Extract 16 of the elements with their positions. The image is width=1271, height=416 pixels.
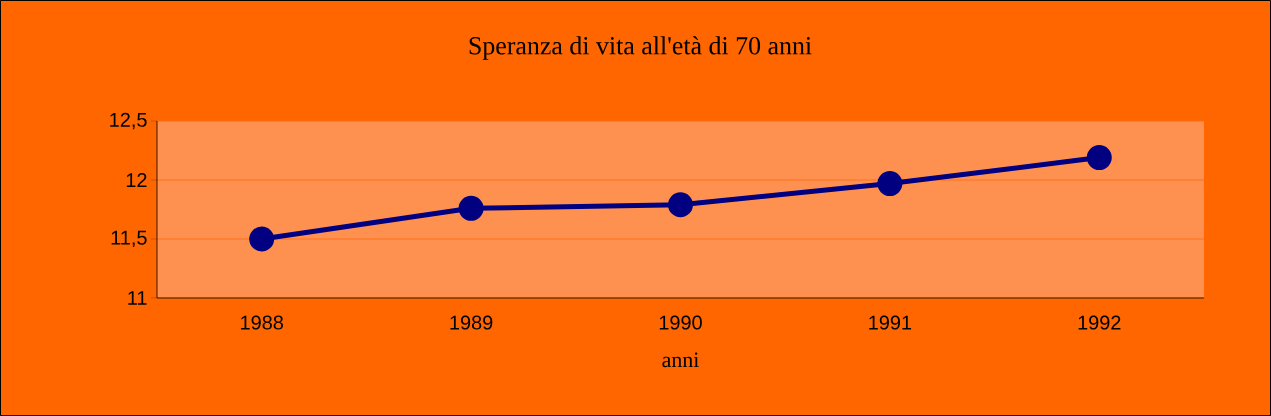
chart-title: Speranza di vita all'età di 70 anni	[469, 36, 812, 60]
point	[877, 171, 903, 197]
point	[249, 226, 275, 252]
point	[1086, 145, 1112, 171]
y-tick-label: 12,5	[110, 112, 147, 130]
x-tick-label: 1988	[241, 315, 283, 330]
x-tick-label: 1990	[659, 315, 702, 330]
x-tick-label: 1989	[450, 315, 493, 330]
y-tick-label: 11	[128, 291, 147, 305]
y-tick-label: 12	[126, 173, 147, 187]
x-axis-title: anni	[662, 352, 699, 368]
x-tick-label: 1992	[1078, 315, 1121, 330]
point	[667, 192, 693, 218]
point	[458, 195, 484, 221]
y-tick-label: 11,5	[111, 230, 147, 248]
x-tick-label: 1991	[869, 315, 912, 330]
